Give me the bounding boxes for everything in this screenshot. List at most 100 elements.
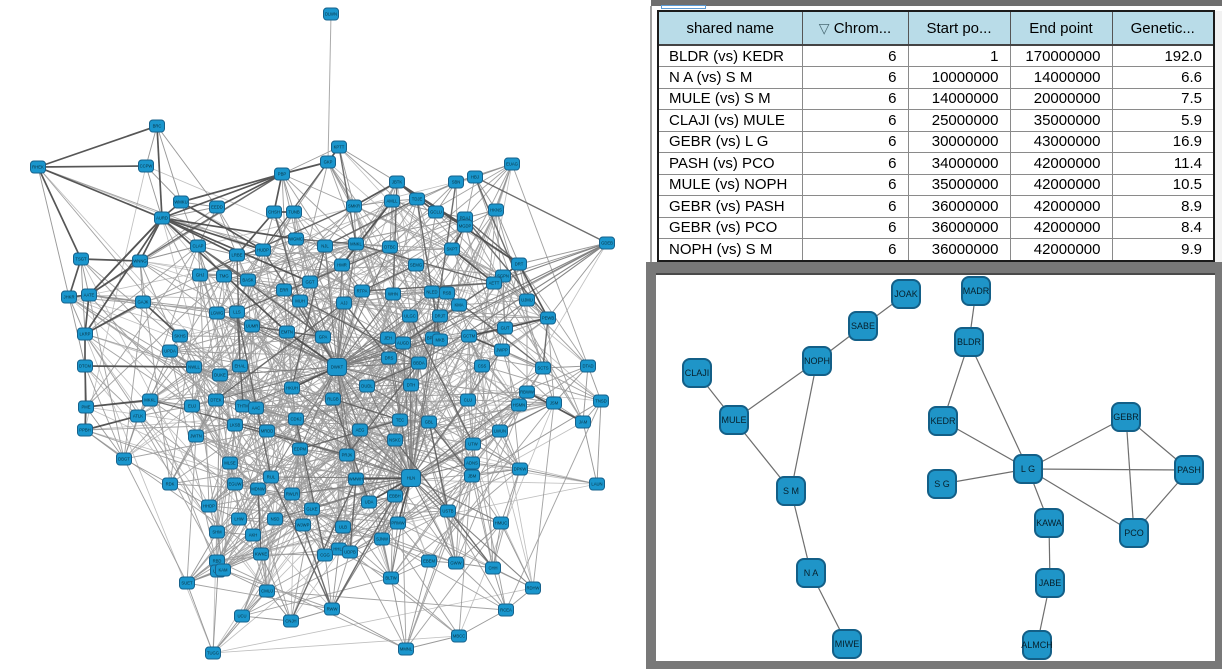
svg-text:CDKJ: CDKJ (291, 417, 302, 422)
svg-text:EGUW: EGUW (228, 482, 241, 487)
svg-text:HUDP: HUDP (257, 248, 269, 253)
svg-text:CMUJ: CMUJ (261, 589, 273, 594)
svg-text:KPTT: KPTT (334, 145, 345, 150)
svg-text:NLED: NLED (426, 290, 437, 295)
svg-text:BBDA: BBDA (413, 361, 425, 366)
svg-text:JABE: JABE (1039, 578, 1062, 588)
svg-text:EHAL: EHAL (235, 364, 247, 369)
svg-text:MNKL: MNKL (350, 242, 362, 247)
svg-text:HHLS: HHLS (333, 547, 344, 552)
svg-text:AAC: AAC (252, 406, 261, 411)
svg-text:WMKU: WMKU (174, 200, 187, 205)
svg-text:KAM: KAM (218, 568, 228, 573)
svg-text:HKUH: HKUH (286, 386, 298, 391)
svg-text:KMA: KMA (454, 303, 463, 308)
svg-text:KAWA: KAWA (1036, 518, 1062, 528)
svg-text:SMKR: SMKR (348, 204, 360, 209)
svg-text:GCTM: GCTM (463, 334, 476, 339)
svg-text:PME: PME (81, 405, 90, 410)
svg-text:MMNL: MMNL (400, 647, 413, 652)
svg-text:AJJ: AJJ (341, 301, 348, 306)
svg-text:GCLU: GCLU (430, 210, 442, 215)
svg-text:DRT: DRT (515, 262, 524, 267)
svg-text:TMG: TMG (219, 274, 228, 279)
svg-text:AUGD: AUGD (397, 341, 409, 346)
svg-text:WJWP: WJWP (297, 523, 310, 528)
svg-text:HSMN: HSMN (513, 403, 525, 408)
svg-text:LWUN: LWUN (494, 429, 506, 434)
svg-text:NWLL: NWLL (188, 365, 200, 370)
svg-text:JSM: JSM (550, 401, 559, 406)
svg-text:HMR: HMR (337, 263, 347, 268)
svg-text:JHKR: JHKR (64, 295, 75, 300)
svg-text:SBN: SBN (452, 180, 461, 185)
svg-text:ERR: ERR (280, 288, 289, 293)
svg-text:EUJ: EUJ (188, 404, 196, 409)
svg-text:WHN: WHN (388, 292, 398, 297)
svg-text:SJNW: SJNW (376, 537, 388, 542)
svg-text:LAUN: LAUN (591, 482, 602, 487)
svg-text:ULB: ULB (339, 525, 347, 530)
svg-text:CHSH: CHSH (268, 210, 280, 215)
svg-text:AMLL: AMLL (387, 199, 399, 204)
svg-text:S G: S G (934, 479, 950, 489)
svg-text:EDPM: EDPM (294, 447, 307, 452)
svg-text:DTEK: DTEK (210, 398, 221, 403)
svg-text:CCPW: CCPW (140, 164, 153, 169)
svg-text:PDAJ: PDAJ (460, 216, 471, 221)
svg-text:CLAP: CLAP (193, 244, 204, 249)
svg-text:LKRP: LKRP (80, 332, 91, 337)
svg-text:JOAK: JOAK (894, 289, 918, 299)
svg-text:GLKE: GLKE (306, 507, 317, 512)
svg-text:LHW: LHW (234, 517, 243, 522)
svg-text:MDNW: MDNW (251, 487, 265, 492)
svg-text:RWW: RWW (327, 607, 338, 612)
svg-text:GAJK: GAJK (138, 300, 149, 305)
svg-text:WMWH: WMWH (349, 477, 363, 482)
svg-text:CGG: CGG (320, 553, 330, 558)
svg-text:GWW: GWW (450, 561, 461, 566)
svg-text:MGDP: MGDP (459, 224, 472, 229)
svg-text:TUGG: TUGG (207, 651, 219, 656)
svg-text:UTW: UTW (468, 442, 478, 447)
svg-text:GDEB: GDEB (601, 241, 613, 246)
svg-text:RCEA: RCEA (500, 608, 512, 613)
svg-text:BASK: BASK (242, 278, 253, 283)
svg-text:JWPP: JWPP (496, 348, 508, 353)
svg-text:PCO: PCO (1124, 528, 1144, 538)
svg-text:SHM: SHM (212, 530, 222, 535)
svg-text:SEMG: SEMG (410, 263, 422, 268)
svg-text:CHH: CHH (488, 566, 497, 571)
svg-text:USTB: USTB (442, 509, 453, 514)
svg-text:SKHS: SKHS (174, 334, 186, 339)
svg-text:CNJH: CNJH (285, 619, 296, 624)
svg-text:NSD: NSD (271, 517, 280, 522)
svg-text:MKB: MKB (435, 338, 444, 343)
svg-text:AURD: AURD (156, 216, 168, 221)
svg-text:DRJT: DRJT (435, 314, 446, 319)
svg-text:PASH: PASH (1177, 465, 1201, 475)
svg-text:DPKW: DPKW (514, 467, 527, 472)
svg-text:DUKE: DUKE (214, 373, 226, 378)
svg-text:SKPT: SKPT (447, 247, 458, 252)
svg-text:CSS: CSS (478, 364, 487, 369)
svg-text:ADNS: ADNS (466, 461, 478, 466)
svg-text:PEWB: PEWB (542, 316, 555, 321)
svg-text:PRMW: PRMW (391, 521, 404, 526)
svg-text:GBL: GBL (425, 420, 434, 425)
svg-text:DBGT: DBGT (118, 457, 130, 462)
svg-text:BRC: BRC (153, 124, 162, 129)
svg-text:GKP: GKP (324, 160, 333, 165)
svg-text:JBM: JBM (468, 474, 477, 479)
svg-text:TDJE: TDJE (412, 197, 423, 202)
svg-text:RWLR: RWLR (286, 492, 298, 497)
svg-text:PBP: PBP (278, 172, 287, 177)
svg-text:RBWW: RBWW (520, 390, 534, 395)
svg-text:S M: S M (783, 486, 799, 496)
svg-text:BLTW: BLTW (385, 576, 396, 581)
svg-text:LLS: LLS (233, 310, 241, 315)
svg-text:RLGB: RLGB (327, 397, 339, 402)
svg-text:MKKL: MKKL (144, 398, 156, 403)
svg-text:MBCC: MBCC (453, 634, 465, 639)
svg-text:THTM: THTM (237, 404, 249, 409)
